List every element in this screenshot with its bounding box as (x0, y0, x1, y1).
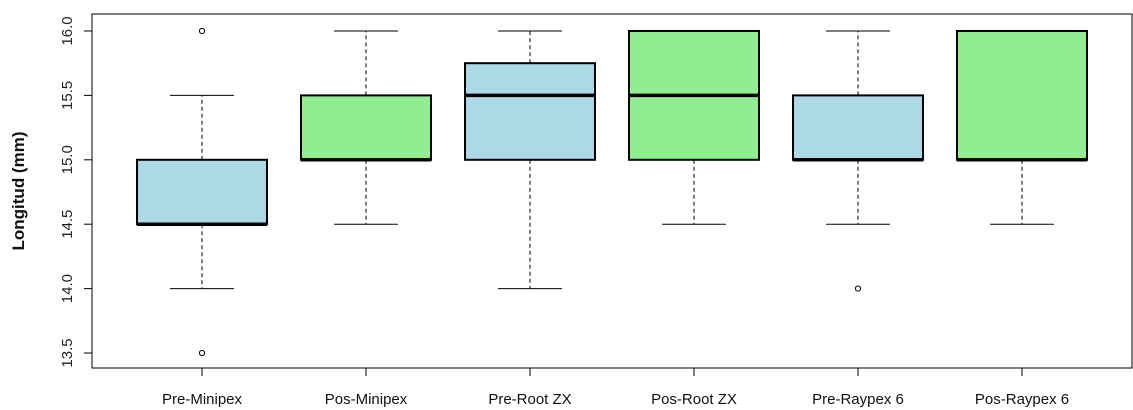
outlier-0 (198, 27, 206, 35)
y-axis-title: Longitud (mm) (9, 132, 28, 251)
y-tick-label-0: 13.5 (59, 338, 76, 367)
outlier-1 (198, 349, 206, 357)
y-tick-label-4: 15.5 (59, 81, 76, 110)
box-iqr (300, 94, 432, 161)
box-iqr (792, 94, 924, 161)
y-tick-label-1: 14.0 (59, 274, 76, 303)
x-tick-label-5: Pos-Raypex 6 (975, 391, 1069, 408)
box-3 (628, 30, 760, 225)
y-tick-label-2: 14.5 (59, 210, 76, 239)
box-iqr (956, 30, 1088, 161)
x-tick-label-0: Pre-Minipex (162, 391, 243, 408)
box-0 (136, 27, 268, 357)
box-2 (464, 30, 596, 290)
x-axis: Pre-Minipex Pos-Minipex Pre-Root ZX Pos-Roo… (162, 367, 1069, 408)
box-iqr (136, 158, 268, 226)
x-tick-label-3: Pos-Root ZX (651, 391, 737, 408)
x-tick-label-2: Pre-Root ZX (488, 391, 571, 408)
x-tick-label-1: Pos-Minipex (325, 391, 408, 408)
outlier-0 (854, 285, 862, 292)
y-axis: 13.5 14.0 14.5 15.0 15.5 16.0 (59, 16, 93, 368)
box-5 (956, 30, 1088, 225)
box-iqr (464, 62, 596, 161)
y-tick-label-3: 15.0 (59, 145, 76, 174)
y-tick-label-5: 16.0 (59, 16, 76, 45)
boxes (136, 27, 1088, 357)
box-4 (792, 30, 924, 292)
box-1 (300, 30, 432, 225)
x-tick-label-4: Pre-Raypex 6 (812, 391, 904, 408)
